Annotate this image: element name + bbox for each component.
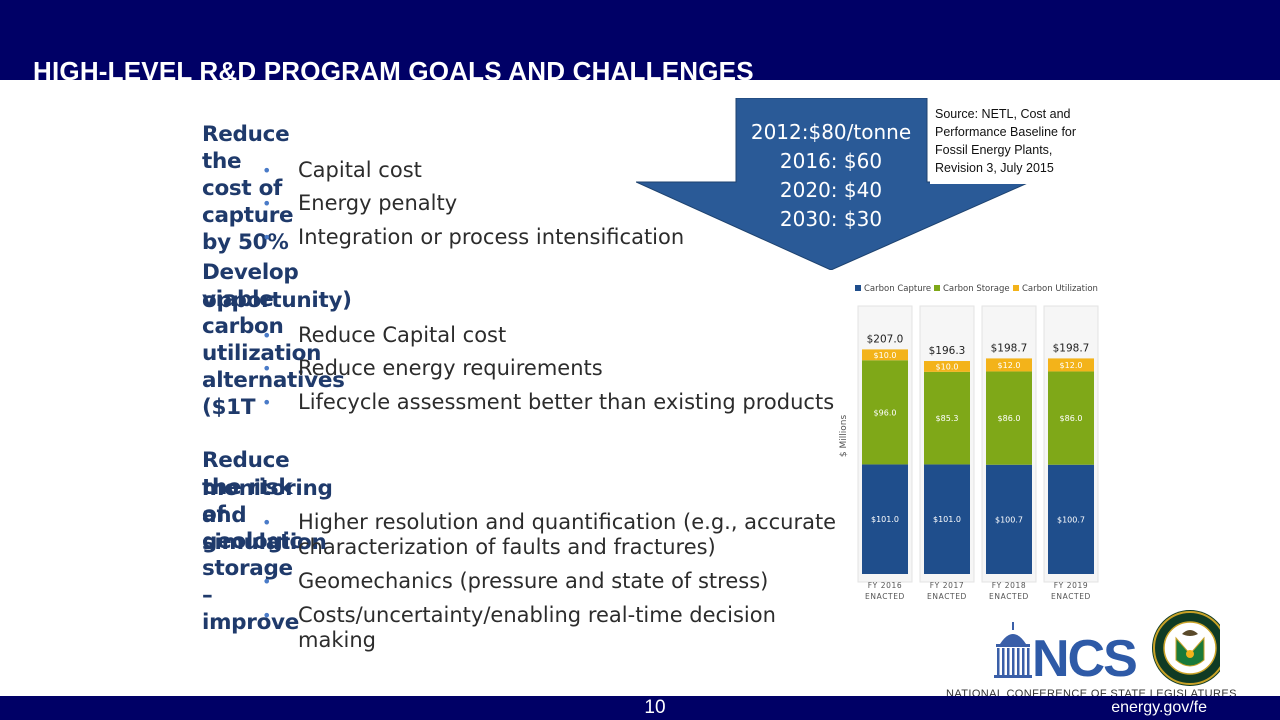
bar-segment (986, 464, 1032, 574)
ncs-acronym: NCS (1032, 630, 1136, 688)
x-tick-label: FY 2018 (992, 581, 1027, 590)
cost-target-2020: 2020: $40 (779, 178, 883, 202)
data-label: $10.0 (936, 362, 959, 371)
x-tick-label: FY 2016 (868, 581, 903, 590)
bar-segment (862, 349, 908, 361)
bullet-icon: • (262, 161, 272, 180)
bullet-icon: • (262, 326, 272, 345)
legend-swatch (934, 285, 940, 291)
data-label: $86.0 (998, 414, 1021, 423)
bar-segment (1048, 464, 1094, 574)
x-tick-label: ENACTED (989, 592, 1029, 601)
cost-target-2016: 2016: $60 (779, 149, 883, 173)
goal-heading-capture: Reduce the cost of capture by 50% (202, 122, 294, 255)
goal-heading-utilization-cont: opportunity) (202, 288, 352, 313)
bar-segment (924, 371, 970, 465)
bar-segment (924, 464, 970, 574)
x-tick-label: FY 2019 (1054, 581, 1089, 590)
legend-label: Carbon Storage (943, 284, 1010, 294)
ncsl-doe-logo: NCS (994, 610, 1220, 688)
data-label: $101.0 (933, 515, 961, 524)
bar-segment (862, 464, 908, 574)
legend-label: Carbon Capture (864, 284, 931, 294)
bar-segment (924, 361, 970, 372)
legend-swatch (855, 285, 861, 291)
total-label: $207.0 (867, 333, 904, 345)
bar-segment (986, 358, 1032, 372)
data-label: $100.7 (1057, 515, 1085, 524)
legend-swatch (1013, 285, 1019, 291)
data-label: $101.0 (871, 515, 899, 524)
x-tick-label: ENACTED (1051, 592, 1091, 601)
cost-target-arrow (636, 98, 1030, 270)
data-label: $10.0 (874, 351, 897, 360)
bullet-icon: • (262, 513, 272, 532)
bar-segment (862, 360, 908, 465)
goal-heading-storage-cont: monitoring and simulation (202, 476, 333, 555)
total-label: $196.3 (929, 345, 966, 357)
x-tick-label: FY 2017 (930, 581, 965, 590)
source-note: Source: NETL, Cost and Performance Basel… (930, 104, 1080, 184)
bar-segment (1048, 358, 1094, 372)
total-label: $198.7 (1053, 342, 1090, 354)
bar-segment (986, 371, 1032, 465)
data-label: $96.0 (874, 408, 897, 417)
bullet-icon: • (262, 228, 272, 247)
budget-chart: Carbon Capture Carbon Storage Carbon Utili… (839, 284, 1099, 601)
bullet-icon: • (262, 606, 272, 625)
bullet-icon: • (262, 572, 272, 591)
goal-heading-storage: Reduce the risk of geologic storage – im… (202, 448, 302, 635)
site-url: energy.gov/fe (1111, 699, 1207, 716)
bullet-icon: • (262, 194, 272, 213)
total-label: $198.7 (991, 342, 1028, 354)
footer-band: 10 energy.gov/fe (0, 696, 1280, 720)
cost-target-2030: 2030: $30 (779, 207, 883, 231)
slide-title: HIGH-LEVEL R&D PROGRAM GOALS AND CHALLEN… (33, 56, 754, 80)
header-band: HIGH-LEVEL R&D PROGRAM GOALS AND CHALLEN… (0, 0, 1280, 80)
goal-heading-utilization: Develop viable carbon utilization altern… (202, 260, 345, 420)
data-label: $85.3 (936, 414, 959, 423)
capitol-dome-icon (994, 622, 1032, 678)
bullet-icon: • (262, 393, 272, 412)
bullet-icon: • (262, 359, 272, 378)
x-tick-label: ENACTED (927, 592, 967, 601)
y-axis-label: $ Millions (839, 415, 849, 458)
data-label: $12.0 (1060, 361, 1083, 370)
data-label: $100.7 (995, 515, 1023, 524)
data-label: $86.0 (1060, 414, 1083, 423)
cost-targets: 2012:$80/tonne 2016: $60 2020: $40 2030:… (738, 118, 924, 234)
data-label: $12.0 (998, 361, 1021, 370)
x-tick-label: ENACTED (865, 592, 905, 601)
cost-target-2012: 2012:$80/tonne (750, 120, 912, 144)
doe-seal-icon (1152, 610, 1220, 686)
bar-segment (1048, 371, 1094, 465)
legend-label: Carbon Utilization (1022, 284, 1098, 294)
page-number: 10 (644, 697, 666, 718)
